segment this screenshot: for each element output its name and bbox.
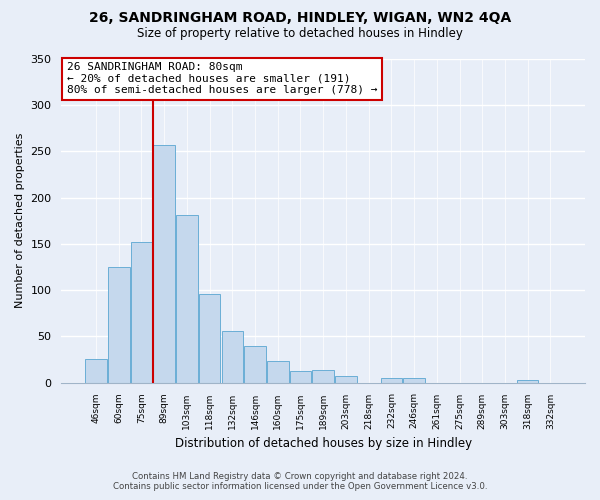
Bar <box>313 370 334 382</box>
Bar <box>131 242 152 382</box>
Y-axis label: Number of detached properties: Number of detached properties <box>15 133 25 308</box>
Bar <box>335 376 357 382</box>
Bar <box>221 331 243 382</box>
Text: 26 SANDRINGHAM ROAD: 80sqm
← 20% of detached houses are smaller (191)
80% of sem: 26 SANDRINGHAM ROAD: 80sqm ← 20% of deta… <box>67 62 377 96</box>
Bar <box>154 145 175 382</box>
Bar <box>108 267 130 382</box>
Bar <box>290 372 311 382</box>
X-axis label: Distribution of detached houses by size in Hindley: Distribution of detached houses by size … <box>175 437 472 450</box>
Bar <box>517 380 538 382</box>
Text: Size of property relative to detached houses in Hindley: Size of property relative to detached ho… <box>137 28 463 40</box>
Bar <box>85 360 107 382</box>
Text: 26, SANDRINGHAM ROAD, HINDLEY, WIGAN, WN2 4QA: 26, SANDRINGHAM ROAD, HINDLEY, WIGAN, WN… <box>89 11 511 25</box>
Bar <box>403 378 425 382</box>
Bar <box>244 346 266 383</box>
Bar <box>176 215 197 382</box>
Text: Contains HM Land Registry data © Crown copyright and database right 2024.
Contai: Contains HM Land Registry data © Crown c… <box>113 472 487 491</box>
Bar <box>380 378 402 382</box>
Bar <box>267 362 289 382</box>
Bar <box>199 294 220 382</box>
